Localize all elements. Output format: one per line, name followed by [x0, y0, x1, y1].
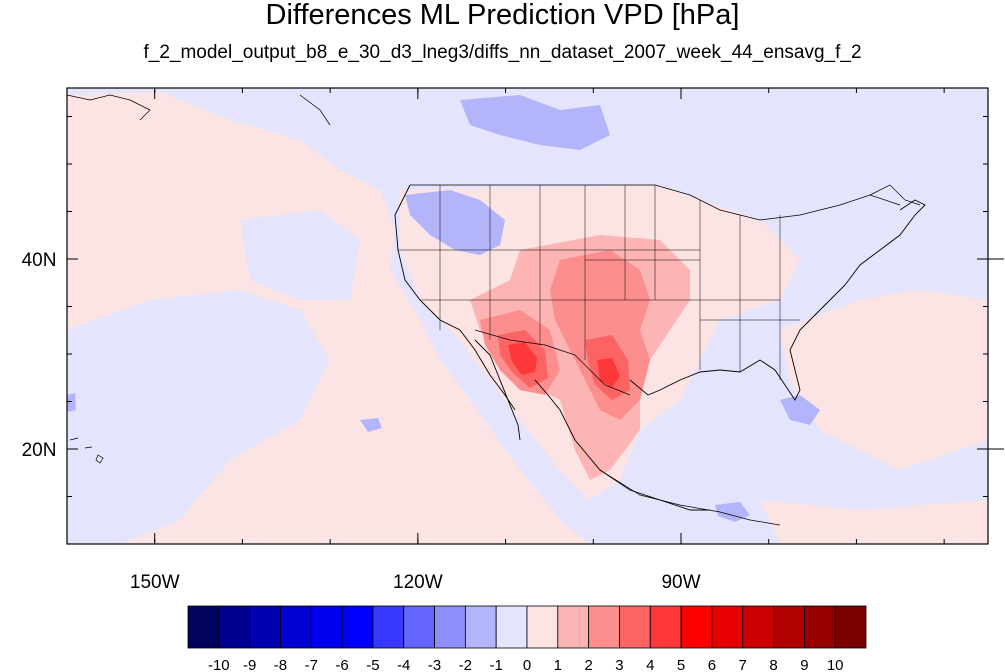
map-subtitle: f_2_model_output_b8_e_30_d3_lneg3/diffs_…	[143, 42, 862, 63]
map-title: Differences ML Prediction VPD [hPa]	[265, 0, 740, 31]
colorbar-label: 4	[646, 657, 654, 672]
colorbar-label: 2	[584, 657, 592, 672]
colorbar-label: 0	[523, 657, 531, 672]
y-tick-label: 20N	[22, 440, 57, 461]
cool-patch-gulf	[780, 395, 820, 425]
colorbar-swatch	[310, 605, 343, 649]
alaska-coast	[67, 94, 331, 126]
positive-band-south	[760, 500, 988, 544]
neg-pocket-hawaii	[240, 210, 360, 300]
colorbar-label: 3	[615, 657, 623, 672]
colorbar-swatch	[434, 605, 466, 649]
colorbar-swatch	[495, 605, 528, 649]
hot-peak-arizona	[508, 342, 537, 375]
y-tick-label: 40N	[22, 250, 57, 271]
hawaii-islands	[69, 437, 104, 464]
cool-patch-caribbean	[715, 502, 750, 522]
colorbar-label: 8	[769, 657, 777, 672]
colorbar-label: -3	[428, 657, 441, 672]
colorbar-label: -10	[208, 657, 230, 672]
colorbar-swatch	[526, 605, 559, 649]
colorbar-swatch	[742, 605, 774, 649]
hot-peak-texas	[597, 358, 620, 388]
colorbar-swatch	[372, 605, 405, 649]
colorbar-swatch	[403, 605, 435, 649]
border-us-canada	[410, 184, 901, 221]
colorbar-swatch	[680, 605, 713, 649]
colorbar-swatch	[280, 605, 312, 649]
colorbar-label: -9	[243, 657, 256, 672]
colorbar-label: -5	[366, 657, 379, 672]
cool-patch-montana	[405, 190, 505, 255]
colorbar-label: -2	[459, 657, 472, 672]
colorbar-swatch	[711, 605, 744, 649]
x-tick-label: 150W	[130, 572, 180, 593]
colorbar-label: -1	[490, 657, 503, 672]
colorbar-swatch	[464, 605, 497, 649]
colorbar-swatch	[619, 605, 651, 649]
colorbar-label: -7	[305, 657, 318, 672]
colorbar-label: 9	[800, 657, 808, 672]
colorbar-swatch	[773, 605, 805, 649]
state-borders	[398, 185, 800, 380]
colorbar-label: 10	[827, 657, 844, 672]
plot-frame	[66, 87, 989, 545]
colorbar-label: -8	[274, 657, 287, 672]
positive-band-east	[780, 290, 988, 470]
colorbar-swatch	[249, 605, 281, 649]
colorbar-swatch	[834, 605, 867, 649]
colorbar-label: 1	[554, 657, 562, 672]
colorbar-swatch	[187, 605, 220, 649]
cool-patch-pacific	[360, 418, 382, 432]
colorbar-label: -6	[335, 657, 348, 672]
colorbar-swatch	[649, 605, 682, 649]
colorbar-swatch	[588, 605, 620, 649]
colorbar-swatch	[341, 605, 374, 649]
neg-pocket-west	[67, 290, 330, 544]
colorbar-label: -4	[397, 657, 410, 672]
colorbar-label: 5	[677, 657, 685, 672]
border-us-mexico	[474, 329, 631, 396]
axis-ticks: 150W 120W 90W 20N 40N	[22, 88, 1004, 593]
warm-area-mexico-tail	[560, 400, 620, 480]
x-tick-label: 90W	[661, 572, 700, 593]
colorbar-swatch	[557, 605, 590, 649]
coast-central-america	[599, 469, 781, 526]
cool-patch-west-edge	[67, 393, 76, 412]
colorbar-label: 6	[708, 657, 716, 672]
x-tick-label: 120W	[393, 572, 443, 593]
colorbar-label: 7	[739, 657, 747, 672]
colorbar-swatch	[803, 605, 836, 649]
coast-canada-east	[869, 184, 921, 206]
colorbar-swatch	[218, 605, 251, 649]
cool-patch-canada	[460, 95, 610, 150]
